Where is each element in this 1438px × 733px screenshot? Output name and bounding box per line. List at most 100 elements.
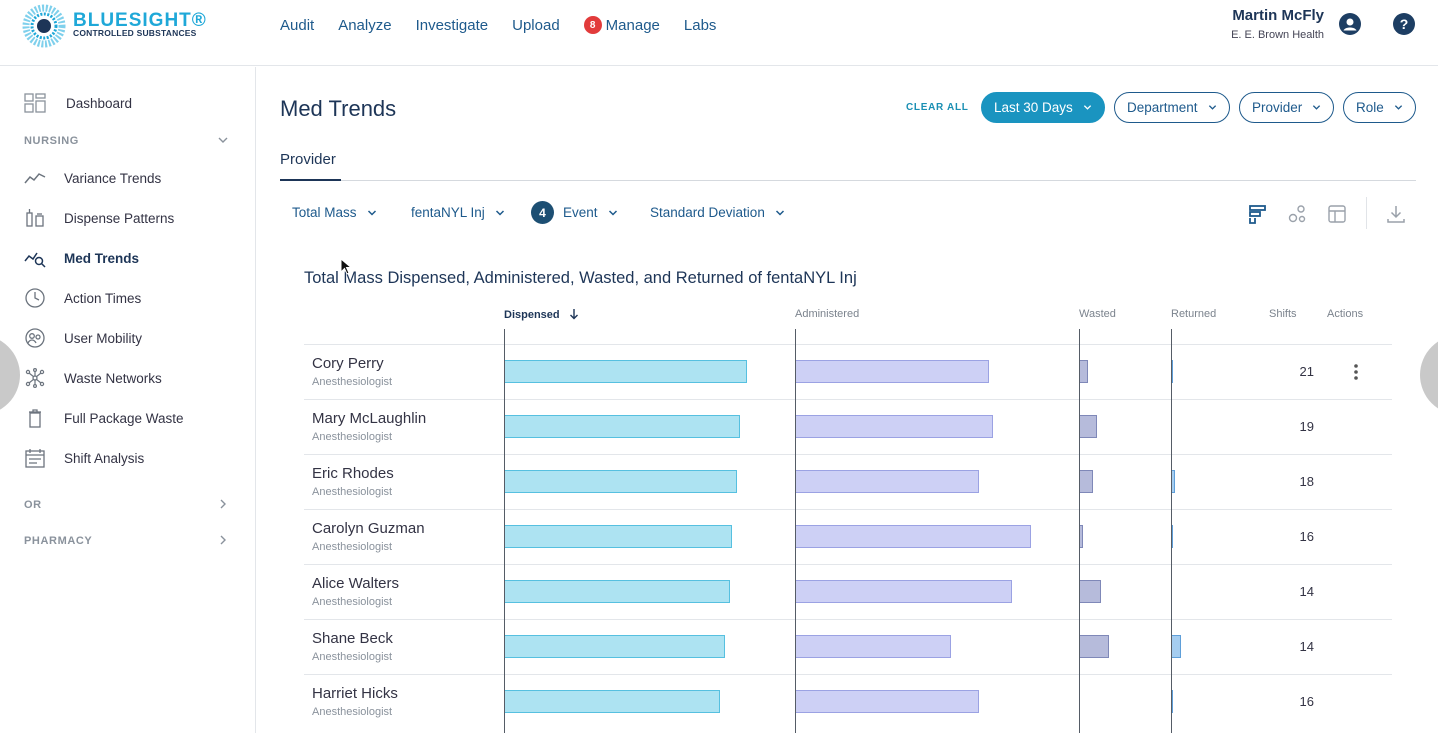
- returned-bar[interactable]: [1171, 635, 1181, 658]
- chevron-down-icon[interactable]: [217, 134, 229, 146]
- sidebar-label: Shift Analysis: [64, 450, 145, 466]
- filter-date-range[interactable]: Last 30 Days: [981, 92, 1105, 123]
- column-wasted[interactable]: Wasted: [1079, 308, 1116, 320]
- select-label: Event: [563, 205, 598, 220]
- wasted-axis-line: [1079, 329, 1080, 733]
- sidebar-label: Med Trends: [64, 250, 140, 266]
- table-row[interactable]: Eric Rhodes Anesthesiologist 18: [304, 454, 1392, 509]
- sidebar-item-user-mobility[interactable]: User Mobility: [24, 328, 142, 348]
- dispensed-bar[interactable]: [504, 470, 737, 493]
- column-administered[interactable]: Administered: [795, 308, 860, 320]
- account-icon[interactable]: [1339, 13, 1361, 35]
- sidebar-label: Full Package Waste: [64, 410, 184, 426]
- expand-panel-handle[interactable]: [1420, 335, 1438, 415]
- table-row[interactable]: Carolyn Guzman Anesthesiologist 16: [304, 509, 1392, 564]
- provider-name[interactable]: Eric Rhodes: [312, 465, 394, 482]
- nav-manage[interactable]: 8 Manage: [583, 16, 660, 34]
- table-row[interactable]: Alice Walters Anesthesiologist 14: [304, 564, 1392, 619]
- filter-department[interactable]: Department: [1114, 92, 1230, 123]
- sidebar-item-dashboard[interactable]: Dashboard: [24, 93, 132, 113]
- administered-bar[interactable]: [795, 415, 993, 438]
- dispensed-bar[interactable]: [504, 690, 720, 713]
- event-select[interactable]: 4 Event: [531, 201, 618, 224]
- provider-name[interactable]: Mary McLaughlin: [312, 410, 427, 427]
- sidebar-item-waste-networks[interactable]: Waste Networks: [24, 368, 162, 388]
- filter-provider[interactable]: Provider: [1239, 92, 1335, 123]
- clear-all-link[interactable]: CLEAR ALL: [906, 102, 969, 113]
- bar-view-icon[interactable]: [1246, 202, 1270, 226]
- provider-role: Anesthesiologist: [312, 431, 393, 443]
- nav-analyze[interactable]: Analyze: [338, 16, 392, 34]
- sidebar-item-shift-analysis[interactable]: Shift Analysis: [24, 448, 144, 468]
- select-label: Total Mass: [292, 205, 357, 220]
- sidebar-item-full-package-waste[interactable]: Full Package Waste: [24, 408, 184, 428]
- wasted-bar[interactable]: [1079, 635, 1109, 658]
- sidebar-item-dispense-patterns[interactable]: Dispense Patterns: [24, 208, 174, 228]
- table-row[interactable]: Cory Perry Anesthesiologist 21: [304, 344, 1392, 399]
- syringe-vial-icon: [26, 209, 44, 227]
- sidebar-item-action-times[interactable]: Action Times: [24, 288, 141, 308]
- wasted-bar[interactable]: [1079, 415, 1097, 438]
- wasted-bar[interactable]: [1079, 470, 1093, 493]
- chevron-right-icon[interactable]: [217, 534, 229, 546]
- more-actions-icon[interactable]: [1351, 362, 1361, 382]
- sidebar-item-variance-trends[interactable]: Variance Trends: [24, 168, 161, 188]
- network-icon: [25, 368, 45, 388]
- calendar-icon: [25, 449, 45, 468]
- download-icon[interactable]: [1384, 202, 1408, 226]
- scatter-view-icon[interactable]: [1285, 202, 1309, 226]
- provider-role: Anesthesiologist: [312, 596, 393, 608]
- shift-count: 14: [1299, 584, 1314, 599]
- table-row[interactable]: Harriet Hicks Anesthesiologist 16: [304, 674, 1392, 729]
- administered-bar[interactable]: [795, 635, 951, 658]
- statistic-select[interactable]: Standard Deviation: [650, 205, 785, 220]
- nav-labs[interactable]: Labs: [683, 16, 717, 34]
- administered-bar[interactable]: [795, 690, 979, 713]
- provider-name[interactable]: Shane Beck: [312, 630, 393, 647]
- dispensed-bar[interactable]: [504, 635, 725, 658]
- sidebar-label: Dashboard: [66, 95, 133, 111]
- provider-rows: Cory Perry Anesthesiologist 21 Mary McLaugh…: [304, 344, 1392, 729]
- column-dispensed[interactable]: Dispensed: [504, 308, 580, 321]
- sidebar-label: Action Times: [64, 290, 142, 306]
- table-view-icon[interactable]: [1325, 202, 1349, 226]
- bluesight-logo[interactable]: BLUESIGHT® CONTROLLED SUBSTANCES: [22, 4, 232, 48]
- nav-investigate[interactable]: Investigate: [415, 16, 489, 34]
- manage-badge: 8: [583, 16, 602, 34]
- help-icon[interactable]: ?: [1393, 13, 1415, 35]
- wasted-bar[interactable]: [1079, 580, 1101, 603]
- medication-select[interactable]: fentaNYL Inj: [411, 205, 505, 220]
- main-nav: Audit Analyze Investigate Upload 8 Manag…: [280, 16, 740, 34]
- user-silhouette-icon: [1343, 18, 1357, 31]
- chevron-right-icon[interactable]: [217, 498, 229, 510]
- table-row[interactable]: Shane Beck Anesthesiologist 14: [304, 619, 1392, 674]
- provider-name[interactable]: Carolyn Guzman: [312, 520, 425, 537]
- nav-audit[interactable]: Audit: [280, 16, 315, 34]
- section-nursing[interactable]: NURSING: [24, 135, 79, 147]
- tab-provider[interactable]: Provider: [280, 151, 336, 168]
- administered-bar[interactable]: [795, 470, 979, 493]
- administered-bar[interactable]: [795, 525, 1031, 548]
- administered-bar[interactable]: [795, 360, 989, 383]
- nav-upload[interactable]: Upload: [512, 16, 560, 34]
- column-returned[interactable]: Returned: [1171, 308, 1217, 320]
- column-shifts[interactable]: Shifts: [1269, 308, 1297, 320]
- provider-name[interactable]: Harriet Hicks: [312, 685, 398, 702]
- provider-name[interactable]: Alice Walters: [312, 575, 399, 592]
- provider-name[interactable]: Cory Perry: [312, 355, 384, 372]
- sidebar-item-med-trends[interactable]: Med Trends: [24, 248, 139, 268]
- dispensed-bar[interactable]: [504, 360, 747, 383]
- dispensed-bar[interactable]: [504, 415, 740, 438]
- dispensed-bar[interactable]: [504, 525, 732, 548]
- chevron-down-icon: [1313, 105, 1321, 110]
- filter-role[interactable]: Role: [1343, 92, 1416, 123]
- metric-select[interactable]: Total Mass: [292, 205, 377, 220]
- filter-label: Role: [1356, 100, 1384, 115]
- section-pharmacy[interactable]: PHARMACY: [24, 535, 93, 547]
- dispensed-bar[interactable]: [504, 580, 730, 603]
- returned-axis-line: [1171, 329, 1172, 733]
- wasted-bar[interactable]: [1079, 360, 1088, 383]
- administered-bar[interactable]: [795, 580, 1012, 603]
- table-row[interactable]: Mary McLaughlin Anesthesiologist 19: [304, 399, 1392, 454]
- section-or[interactable]: OR: [24, 499, 42, 511]
